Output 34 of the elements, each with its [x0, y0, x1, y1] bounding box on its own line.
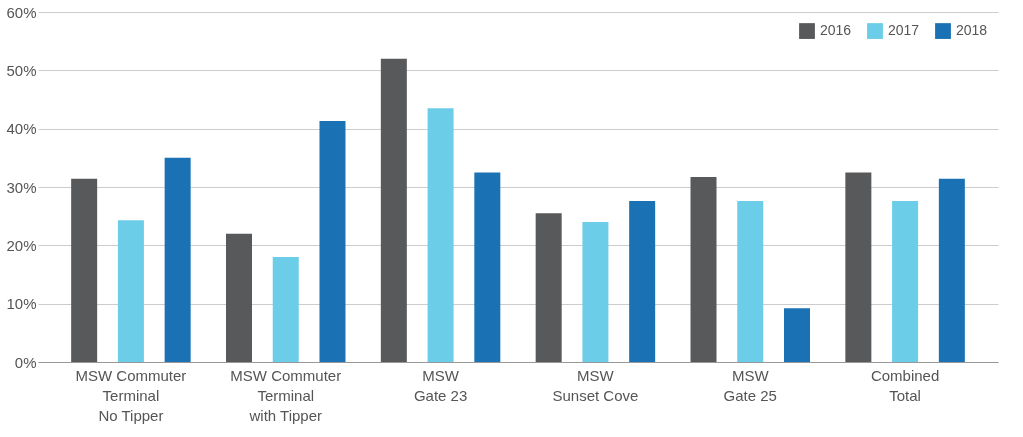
- x-tick-label: MSW Gate 23: [413, 366, 468, 404]
- y-tick-label: 30%: [6, 178, 37, 196]
- y-tick-label: 60%: [6, 3, 37, 21]
- y-tick-label: 20%: [6, 236, 37, 254]
- legend-label: 2016: [820, 22, 852, 39]
- bar: [380, 58, 407, 362]
- bar: [117, 220, 144, 362]
- y-tick-label: 40%: [6, 120, 37, 138]
- bar: [71, 178, 98, 362]
- bar: [784, 308, 810, 362]
- bar: [427, 108, 454, 362]
- bar: [892, 201, 919, 362]
- x-tick-label: MSW Sunset Cove: [552, 366, 639, 404]
- legend-label: 2017: [888, 22, 920, 39]
- bar: [737, 201, 764, 362]
- bar: [690, 177, 717, 362]
- y-tick-label: 0%: [14, 353, 37, 371]
- x-tick-label: MSW Gate 25: [723, 366, 777, 404]
- legend-label: 2018: [956, 22, 988, 39]
- x-tick-label: MSW Commuter Terminal with Tipper: [230, 366, 342, 424]
- y-tick-label: 10%: [6, 295, 37, 313]
- bar: [535, 213, 562, 362]
- bar: [582, 222, 609, 362]
- bar: [272, 257, 299, 362]
- x-tick-label: MSW Commuter Terminal No Tipper: [75, 366, 187, 424]
- y-tick-label: 50%: [6, 61, 37, 79]
- bar: [164, 157, 191, 362]
- bar: [474, 172, 501, 362]
- x-tick-label: Combined Total: [870, 366, 940, 404]
- bar: [319, 121, 346, 362]
- bar: [226, 233, 252, 362]
- bar: [629, 201, 656, 362]
- bar: [845, 172, 872, 362]
- bar: [938, 178, 965, 362]
